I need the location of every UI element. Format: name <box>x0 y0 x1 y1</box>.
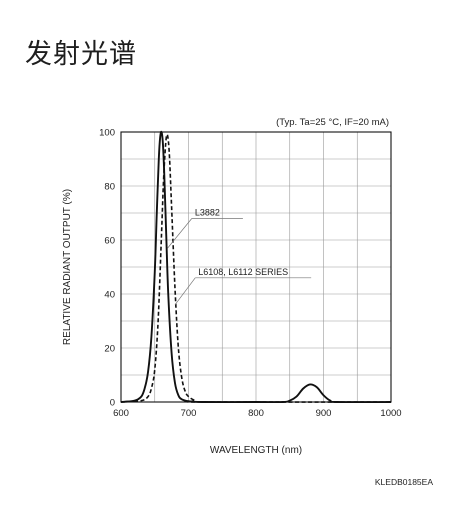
annotation-leader-line <box>167 218 193 249</box>
annotation-label: L6108, L6112 SERIES <box>198 267 288 277</box>
chart-grid <box>121 132 391 402</box>
figure-code: KLEDB0185EA <box>375 477 433 487</box>
x-tick-label: 900 <box>316 408 332 419</box>
x-tick-label: 700 <box>181 408 197 419</box>
series-line-l3882 <box>120 130 392 404</box>
condition-note: (Typ. Ta=25 °C, IF=20 mA) <box>276 117 389 128</box>
chart-ticks: 600 700 800 900 1000 0 20 40 60 80 100 <box>99 128 401 420</box>
series-line-l6108-l6112 <box>120 133 392 403</box>
y-tick-label: 80 <box>104 182 115 193</box>
chart-annotations: L3882 L6108, L6112 SERIES <box>167 207 312 306</box>
plot-frame <box>120 131 392 403</box>
y-tick-label: 60 <box>104 236 115 247</box>
x-tick-label: 800 <box>248 408 264 419</box>
annotation-label: L3882 <box>195 207 220 217</box>
chart-series <box>120 130 392 404</box>
x-tick-label: 600 <box>113 408 129 419</box>
annotation-leader-line <box>174 277 196 306</box>
y-axis-title: RELATIVE RADIANT OUTPUT (%) <box>62 189 73 345</box>
y-tick-label: 40 <box>104 290 115 301</box>
x-tick-label: 1000 <box>380 408 401 419</box>
y-tick-label: 100 <box>99 128 115 139</box>
y-tick-label: 0 <box>110 398 115 409</box>
page-title: 发射光谱 <box>25 39 137 70</box>
x-axis-title: WAVELENGTH (nm) <box>210 445 302 456</box>
y-tick-label: 20 <box>104 344 115 355</box>
